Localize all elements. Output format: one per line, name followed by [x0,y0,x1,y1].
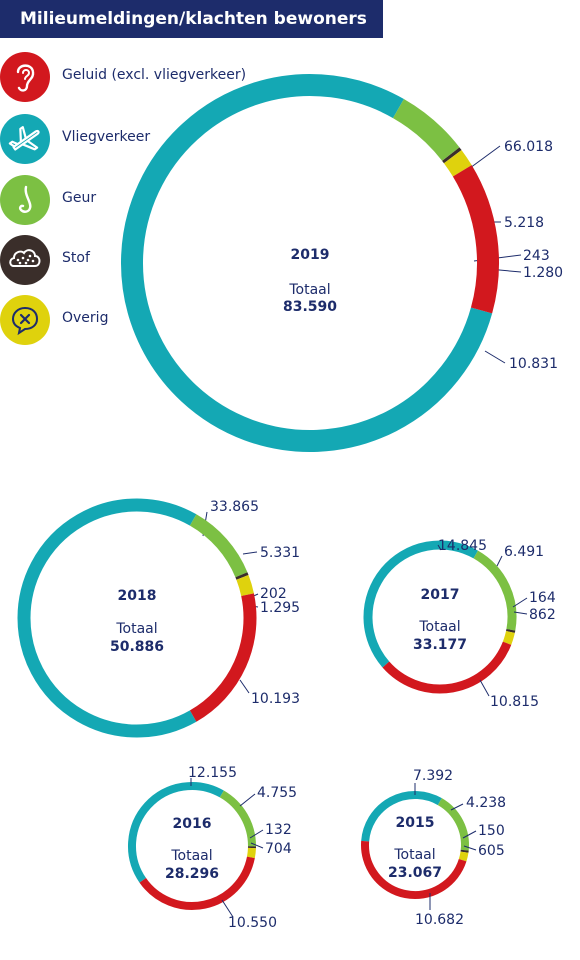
data-label: 5.331 [260,545,300,561]
total-label: Totaal [115,621,157,637]
total-value: 50.886 [110,639,164,655]
page-title: Milieumeldingen/klachten bewoners [20,9,367,29]
data-label: 10.682 [415,912,464,928]
donut-segment [236,575,254,597]
data-label: 150 [478,823,505,839]
leader-line [469,145,501,169]
leader-line [462,830,477,839]
chart-year: 2017 [421,587,460,603]
leader-line [239,679,250,694]
donut-segment [382,641,512,694]
total-value: 23.067 [388,865,442,881]
leader-line [512,597,528,608]
data-label: 164 [529,590,556,606]
leader-line [484,350,506,364]
leader-line [479,679,490,697]
donut-segment [121,74,493,452]
title-bar: Milieumeldingen/klachten bewoners [0,0,383,38]
donut-segment [17,498,197,738]
donut-segment [189,593,257,722]
leader-line [242,551,258,555]
donut-segment [235,572,249,580]
total-value: 83.590 [283,299,337,315]
donut-segment [473,550,517,631]
chart-year: 2015 [396,815,435,831]
donut-segment [246,847,256,859]
leader-line [250,842,264,849]
leader-line [513,611,528,615]
leader-line [437,544,442,551]
data-label: 14.845 [438,538,487,554]
data-label: 132 [265,822,292,838]
airplane-icon [0,114,50,164]
data-label: 1.280 [523,265,563,281]
total-label: Totaal [393,847,435,863]
data-label: 66.018 [504,139,553,155]
legend-item-overig: Overig [0,295,270,345]
donut-segment [452,165,499,314]
data-label: 202 [260,586,287,602]
chart-year: 2016 [173,816,212,832]
ear-icon [0,52,50,102]
chart-year: 2018 [118,588,157,604]
data-label: 5.218 [504,215,544,231]
data-label: 10.550 [228,915,277,931]
legend-label: Overig [62,310,109,326]
dust-cloud-icon [0,235,50,285]
legend-label: Stof [62,250,90,266]
donut-segment [392,98,460,161]
chart-year: 2019 [291,247,330,263]
donut-segment [139,856,255,910]
total-value: 28.296 [165,866,219,882]
donut-segment [189,514,248,578]
data-label: 6.491 [504,544,544,560]
legend-item-geluid: Geluid (excl. vliegverkeer) [0,52,270,102]
data-label: 605 [478,843,505,859]
data-label: 862 [529,607,556,623]
data-label: 4.755 [257,785,297,801]
leader-line [496,555,503,567]
data-label: 10.193 [251,691,300,707]
legend-item-geur: Geur [0,175,270,225]
donut-segment [361,840,467,899]
data-label: 4.238 [466,795,506,811]
legend-label: Geluid (excl. vliegverkeer) [62,67,247,83]
legend-label: Vliegverkeer [62,129,151,145]
donut-segment [219,790,257,847]
data-label: 33.865 [210,499,259,515]
donut-segment [458,851,469,862]
legend-item-vliegverkeer: Vliegverkeer [0,114,270,164]
legend-item-stof: Stof [0,235,270,285]
leader-line [450,803,464,811]
donut-segment [502,630,515,645]
donut-segment [363,540,479,668]
data-label: 704 [265,841,292,857]
leader-line [249,829,264,839]
total-value: 33.177 [413,637,467,653]
donut-segment [361,791,442,842]
data-label: 10.815 [490,694,539,710]
total-label: Totaal [288,282,330,298]
data-label: 7.392 [413,768,453,784]
donut-segment [128,782,224,883]
leader-line [239,793,256,807]
nose-icon [0,175,50,225]
total-label: Totaal [170,848,212,864]
leader-line [463,845,477,851]
data-label: 1.295 [260,600,300,616]
legend-label: Geur [62,190,97,206]
leader-line [221,899,234,918]
total-label: Totaal [418,619,460,635]
data-label: 10.831 [509,356,558,372]
donut-segment [442,147,462,164]
donut-segment [437,798,469,851]
donut-segment [443,150,472,177]
speech-bubble-x-icon [0,295,50,345]
data-label: 243 [523,248,550,264]
data-label: 12.155 [188,765,237,781]
